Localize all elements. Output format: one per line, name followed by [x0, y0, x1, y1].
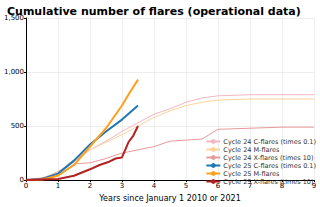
svg-text:Cycle 25 M-flares: Cycle 25 M-flares	[223, 170, 280, 178]
svg-text:7: 7	[247, 181, 253, 190]
svg-text:0: 0	[24, 182, 28, 190]
svg-text:Cycle 25 C-flares (times 0.1): Cycle 25 C-flares (times 0.1)	[223, 162, 316, 170]
svg-text:Cycle 25 X-flares (times 10): Cycle 25 X-flares (times 10)	[223, 178, 313, 186]
svg-text:4: 4	[152, 182, 157, 190]
svg-text:500: 500	[11, 122, 24, 130]
svg-text:1: 1	[56, 182, 60, 190]
svg-text:Cumulative number of flares (o: Cumulative number of flares (operational…	[7, 5, 301, 18]
svg-text:5: 5	[184, 182, 188, 190]
svg-text:1,000: 1,000	[4, 68, 24, 76]
svg-text:0: 0	[19, 176, 24, 185]
svg-text:3: 3	[120, 182, 124, 190]
svg-text:Cycle 24 X-flares (times 10): Cycle 24 X-flares (times 10)	[223, 154, 313, 162]
svg-text:Cycle 24 M-flares: Cycle 24 M-flares	[223, 146, 280, 154]
svg-text:8: 8	[279, 181, 285, 190]
svg-text:Years since January 1 2010 or: Years since January 1 2010 or 2021	[98, 194, 240, 203]
svg-text:9: 9	[311, 181, 317, 190]
svg-text:Cycle 24 C-flares (times 0.1): Cycle 24 C-flares (times 0.1)	[223, 138, 316, 146]
svg-text:6: 6	[216, 182, 221, 190]
svg-text:2: 2	[88, 182, 92, 190]
svg-text:1,500: 1,500	[4, 14, 24, 22]
